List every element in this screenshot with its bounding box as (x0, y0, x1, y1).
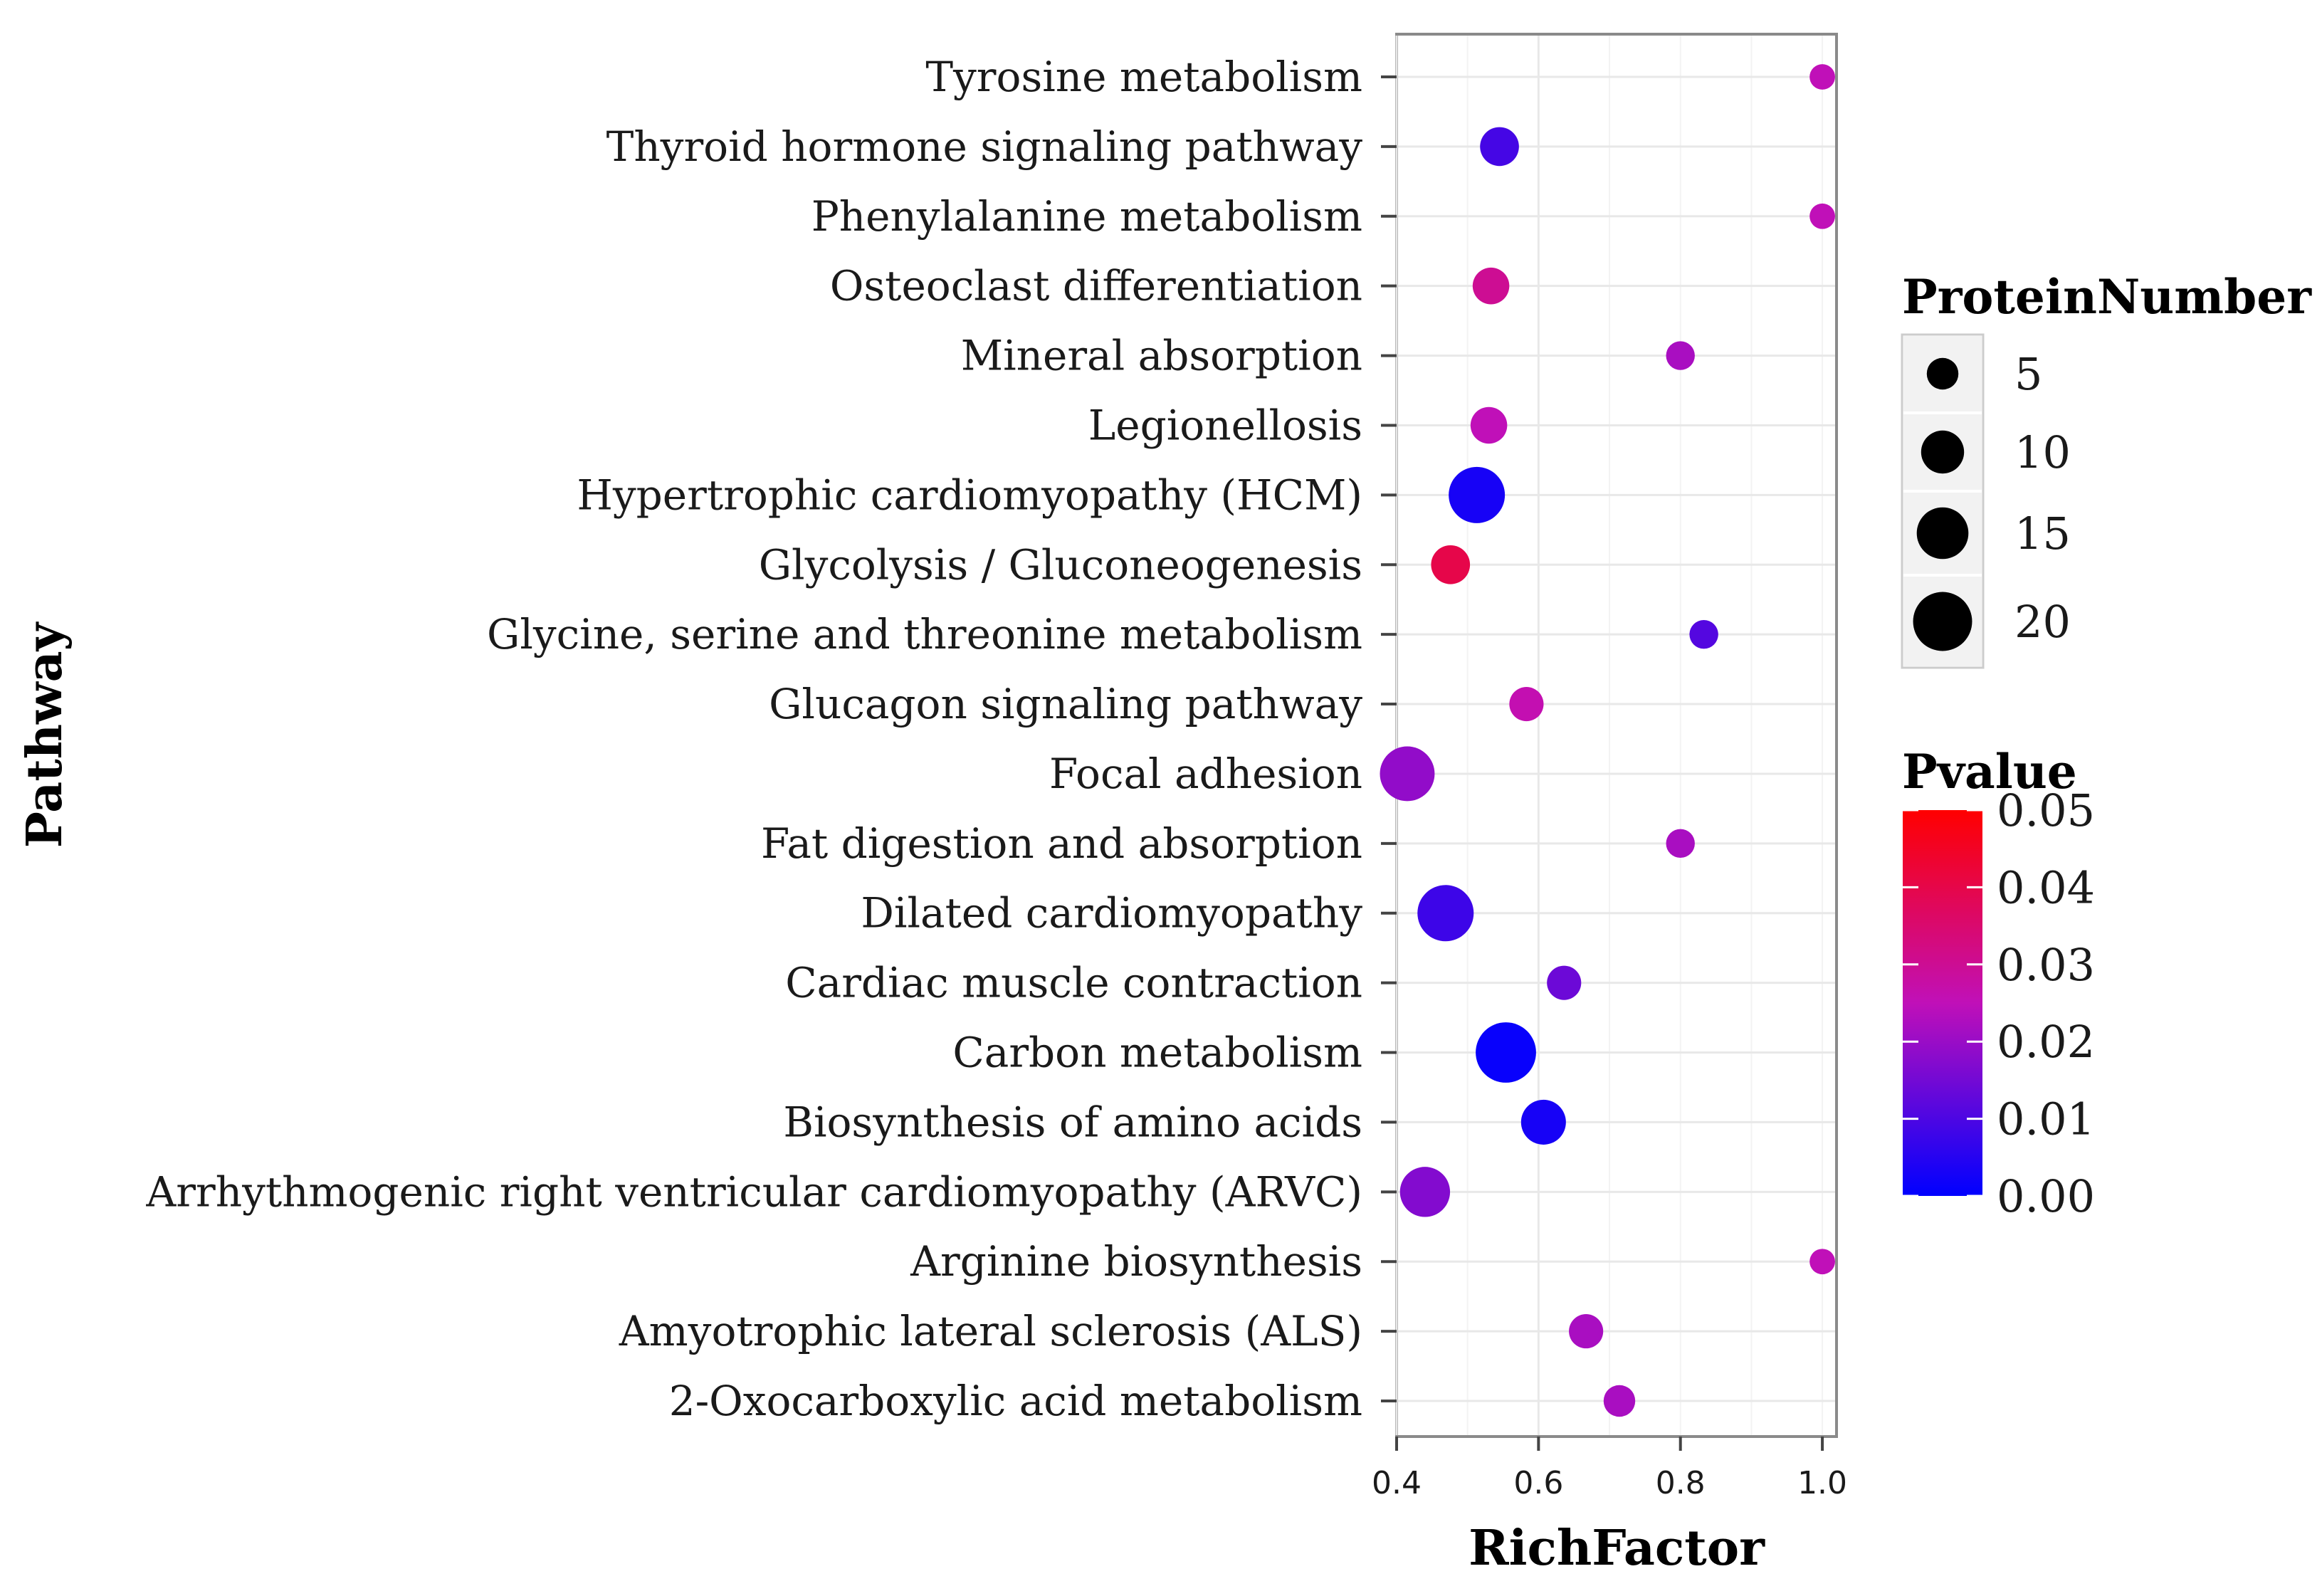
data-point (1476, 1022, 1536, 1083)
data-point (1689, 619, 1718, 649)
size-legend-label: 10 (2014, 426, 2071, 478)
plot-panel (1395, 33, 1838, 1438)
y-tick-label: Cardiac muscle contraction (785, 959, 1362, 1007)
y-tick-label: Tyrosine metabolism (925, 53, 1362, 101)
data-points (1380, 64, 1835, 1417)
data-point (1520, 1099, 1566, 1145)
size-legend-dot (1921, 430, 1965, 474)
y-tick-label: Glucagon signaling pathway (769, 680, 1362, 728)
y-tick-label: Legionellosis (1088, 401, 1362, 449)
y-tick-label: 2-Oxocarboxylic acid metabolism (669, 1377, 1362, 1425)
data-point (1470, 406, 1508, 444)
data-point (1603, 1385, 1636, 1417)
size-legend: ProteinNumber 5 10 15 20 (1901, 269, 2312, 669)
y-tick-label: Phenylalanine metabolism (811, 192, 1362, 241)
x-axis: 0.4 0.6 0.8 1.0 (1372, 1437, 1847, 1501)
x-tick-label: 0.8 (1656, 1465, 1706, 1501)
y-tick-label: Arginine biosynthesis (910, 1237, 1362, 1286)
size-legend-label: 15 (2014, 508, 2071, 560)
size-legend-dot (1916, 507, 1969, 560)
size-legend-label: 20 (2014, 596, 2071, 648)
y-tick-label: Amyotrophic lateral sclerosis (ALS) (619, 1307, 1362, 1355)
data-point (1399, 1167, 1451, 1217)
color-legend-label: 0.05 (1997, 784, 2095, 836)
data-point (1809, 64, 1835, 90)
y-tick-label: Biosynthesis of amino acids (783, 1098, 1362, 1146)
data-point (1547, 965, 1582, 1000)
size-legend-dot (1926, 357, 1959, 390)
y-tick-label: Glycine, serine and threonine metabolism (487, 610, 1362, 658)
data-point (1431, 545, 1471, 584)
y-axis: Tyrosine metabolism Thyroid hormone signa… (145, 53, 1397, 1425)
y-axis-title: Pathway (16, 621, 73, 848)
size-legend-title: ProteinNumber (1902, 269, 2312, 325)
data-point (1480, 127, 1519, 167)
size-legend-dot (1913, 592, 1972, 651)
y-tick-label: Arrhythmogenic right ventricular cardiom… (145, 1167, 1362, 1216)
grid-lines (1395, 36, 1835, 1435)
y-tick-label: Dilated cardiomyopathy (861, 889, 1362, 938)
y-tick-label: Thyroid hormone signaling pathway (606, 122, 1363, 171)
data-point (1809, 1249, 1835, 1275)
x-tick-label: 0.6 (1513, 1465, 1563, 1501)
color-legend-label: 0.01 (1997, 1093, 2095, 1145)
data-point (1380, 746, 1435, 802)
y-tick-label: Hypertrophic cardiomyopathy (HCM) (577, 471, 1362, 519)
color-legend-label: 0.00 (1997, 1170, 2095, 1222)
size-legend-border (1901, 333, 1985, 669)
data-point (1666, 341, 1695, 370)
size-legend-label: 5 (2014, 348, 2042, 400)
data-point (1509, 686, 1544, 722)
color-legend-title: Pvalue (1902, 744, 2077, 799)
y-tick-label: Osteoclast differentiation (830, 262, 1362, 310)
y-tick-label: Focal adhesion (1049, 750, 1362, 798)
x-axis-title: RichFactor (1469, 1520, 1765, 1577)
y-tick-label: Fat digestion and absorption (761, 819, 1362, 868)
color-bar (1903, 810, 1982, 1196)
x-tick-label: 0.4 (1372, 1465, 1422, 1501)
data-point (1449, 466, 1506, 523)
data-point (1666, 829, 1695, 859)
x-tick-label: 1.0 (1797, 1465, 1847, 1501)
color-legend: Pvalue 0.05 0.04 0.03 0.02 0.01 0.00 (1902, 744, 2095, 1222)
y-tick-label: Carbon metabolism (952, 1029, 1362, 1077)
data-point (1809, 203, 1835, 229)
y-tick-label: Glycolysis / Gluconeogenesis (759, 540, 1362, 589)
data-point (1417, 885, 1474, 942)
data-point (1472, 267, 1510, 305)
data-point (1569, 1314, 1604, 1349)
y-tick-label: Mineral absorption (961, 332, 1362, 380)
color-legend-label: 0.02 (1997, 1016, 2095, 1068)
color-legend-label: 0.04 (1997, 861, 2095, 913)
color-legend-label: 0.03 (1997, 939, 2095, 991)
